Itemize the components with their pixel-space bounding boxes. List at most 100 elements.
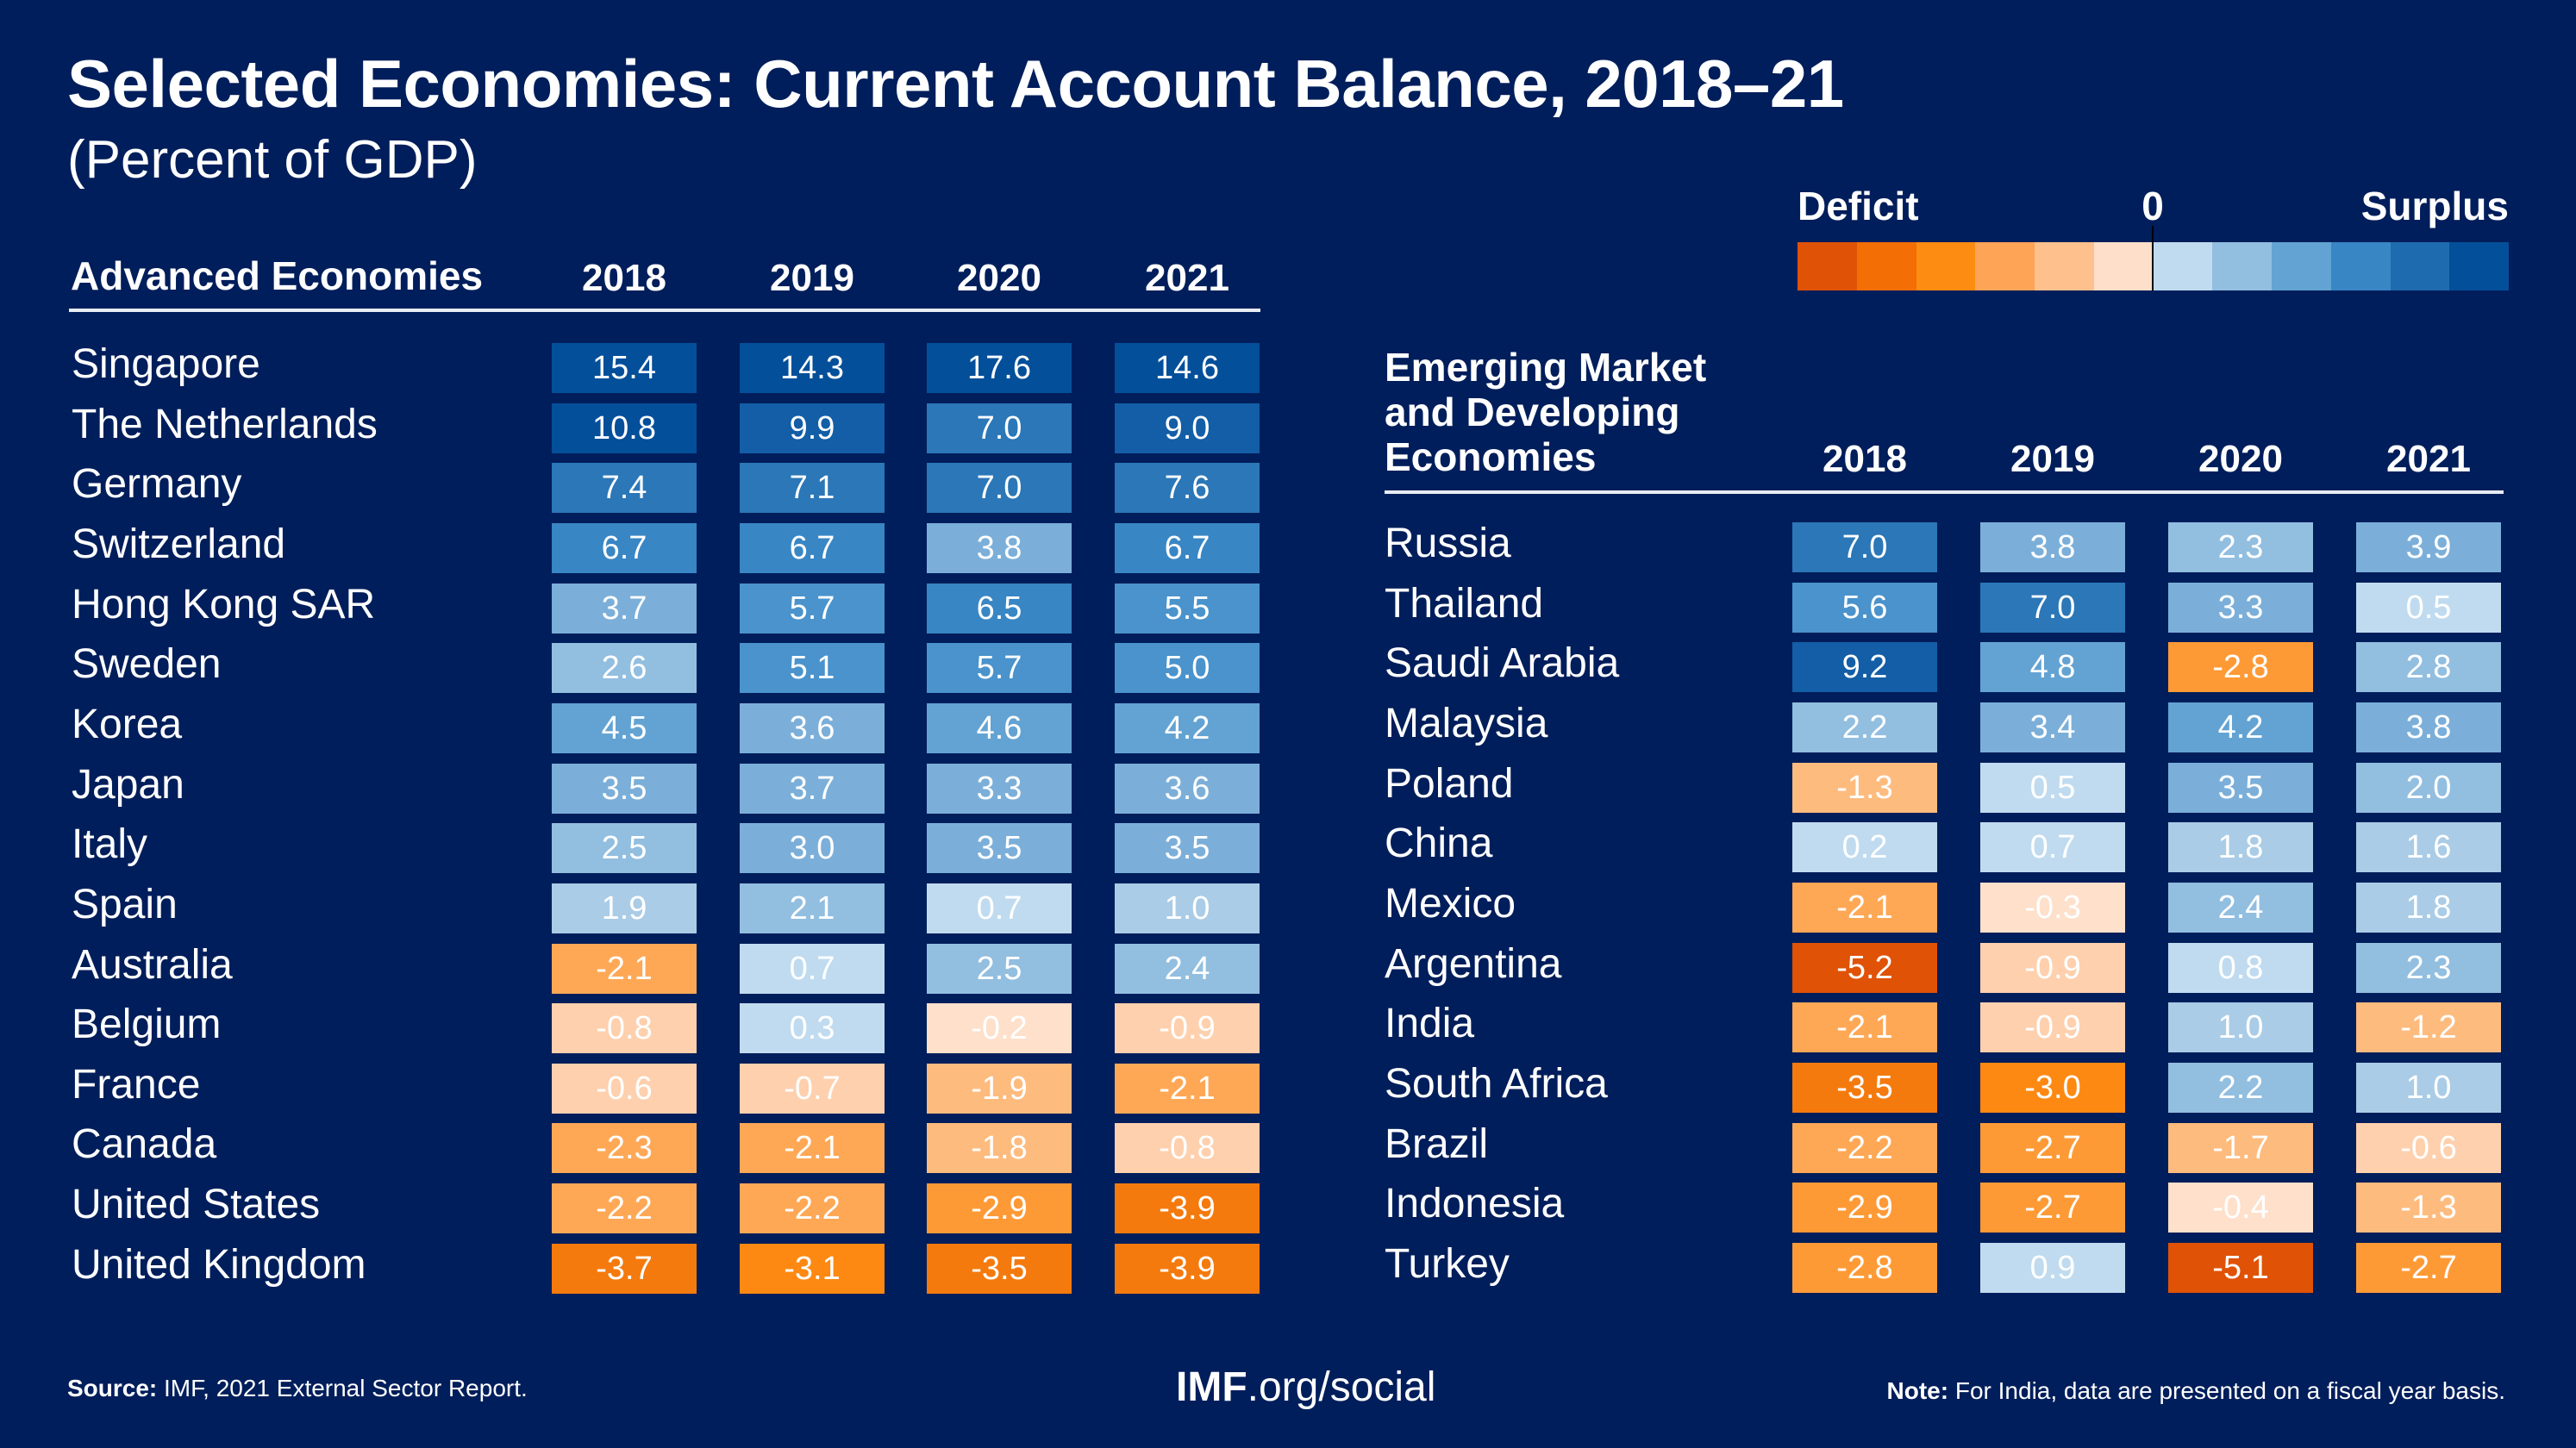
cell-south-africa-2019: -3.0 — [1980, 1062, 2125, 1113]
cell-united-kingdom-2019: -3.1 — [740, 1243, 885, 1294]
note-label: Note: — [1886, 1377, 1949, 1404]
cell-malaysia-2019: 3.4 — [1980, 702, 2125, 752]
country-label-japan: Japan — [72, 761, 184, 808]
cell-canada-2018: -2.3 — [552, 1123, 697, 1174]
advanced-economies-heading: Advanced Economies — [71, 253, 484, 298]
cell-turkey-2020: -5.1 — [2168, 1242, 2313, 1293]
cell-south-africa-2020: 2.2 — [2168, 1062, 2313, 1113]
cell-south-africa-2018: -3.5 — [1792, 1062, 1937, 1113]
cell-india-2021: -1.2 — [2356, 1002, 2501, 1053]
cell-thailand-2020: 3.3 — [2168, 582, 2313, 633]
cell-saudi-arabia-2019: 4.8 — [1980, 642, 2125, 693]
cell-poland-2021: 2.0 — [2356, 762, 2501, 813]
cell-united-kingdom-2020: -3.5 — [927, 1243, 1072, 1294]
adv-header-rule — [69, 309, 1260, 312]
cell-brazil-2019: -2.7 — [1980, 1122, 2125, 1173]
cell-turkey-2019: 0.9 — [1980, 1242, 2125, 1293]
cell-russia-2021: 3.9 — [2356, 522, 2501, 572]
cell-hong-kong-sar-2019: 5.7 — [740, 583, 885, 634]
cell-japan-2020: 3.3 — [927, 763, 1072, 814]
cell-the-netherlands-2021: 9.0 — [1115, 403, 1260, 453]
cell-belgium-2021: -0.9 — [1115, 1003, 1260, 1054]
cell-united-kingdom-2021: -3.9 — [1115, 1243, 1260, 1294]
cell-argentina-2021: 2.3 — [2356, 942, 2501, 993]
cell-south-africa-2021: 1.0 — [2356, 1062, 2501, 1113]
cell-argentina-2018: -5.2 — [1792, 942, 1937, 993]
country-label-the-netherlands: The Netherlands — [72, 401, 378, 447]
cell-spain-2021: 1.0 — [1115, 883, 1260, 933]
cell-germany-2019: 7.1 — [740, 463, 885, 514]
cell-poland-2019: 0.5 — [1980, 762, 2125, 813]
emde-heading-line-1: Emerging Market — [1385, 345, 1707, 390]
cell-russia-2020: 2.3 — [2168, 522, 2313, 572]
cell-spain-2018: 1.9 — [552, 883, 697, 933]
cell-switzerland-2020: 3.8 — [927, 522, 1072, 573]
cell-india-2019: -0.9 — [1980, 1002, 2125, 1053]
country-label-spain: Spain — [72, 881, 178, 927]
legend-swatch-9 — [2272, 242, 2331, 290]
legend-swatch-6 — [2093, 242, 2154, 290]
imf-social-link[interactable]: IMF.org/social — [1176, 1364, 1435, 1411]
cell-australia-2020: 2.5 — [927, 943, 1072, 994]
cell-poland-2018: -1.3 — [1792, 762, 1937, 813]
legend-swatch-7 — [2153, 242, 2213, 290]
cell-poland-2020: 3.5 — [2168, 762, 2313, 813]
cell-switzerland-2018: 6.7 — [552, 522, 697, 573]
cell-canada-2021: -0.8 — [1115, 1123, 1260, 1174]
cell-china-2021: 1.6 — [2356, 822, 2501, 873]
country-label-switzerland: Switzerland — [72, 521, 286, 567]
cell-russia-2018: 7.0 — [1792, 522, 1937, 572]
cell-brazil-2018: -2.2 — [1792, 1122, 1937, 1173]
adv-year-header-2019: 2019 — [770, 257, 854, 299]
country-label-hong-kong-sar: Hong Kong SAR — [72, 581, 376, 627]
cell-mexico-2020: 2.4 — [2168, 882, 2313, 933]
cell-saudi-arabia-2018: 9.2 — [1792, 642, 1937, 693]
cell-brazil-2020: -1.7 — [2168, 1122, 2313, 1173]
adv-year-header-2020: 2020 — [957, 257, 1041, 299]
cell-france-2018: -0.6 — [552, 1063, 697, 1114]
cell-italy-2018: 2.5 — [552, 823, 697, 874]
cell-singapore-2021: 14.6 — [1115, 343, 1260, 393]
cell-germany-2020: 7.0 — [927, 463, 1072, 514]
country-label-brazil: Brazil — [1385, 1120, 1489, 1167]
cell-hong-kong-sar-2021: 5.5 — [1115, 583, 1260, 634]
country-label-indonesia: Indonesia — [1385, 1181, 1565, 1227]
cell-thailand-2021: 0.5 — [2356, 582, 2501, 633]
cell-sweden-2021: 5.0 — [1115, 643, 1260, 694]
cell-canada-2019: -2.1 — [740, 1123, 885, 1174]
country-label-poland: Poland — [1385, 760, 1514, 807]
cell-switzerland-2021: 6.7 — [1115, 522, 1260, 573]
adv-year-header-2018: 2018 — [582, 257, 666, 299]
cell-india-2018: -2.1 — [1792, 1002, 1937, 1053]
country-label-italy: Italy — [72, 821, 148, 868]
legend-zero-label: 0 — [2141, 184, 2164, 228]
cell-australia-2021: 2.4 — [1115, 943, 1260, 994]
cell-malaysia-2020: 4.2 — [2168, 702, 2313, 752]
emde-year-header-2018: 2018 — [1823, 438, 1907, 480]
country-label-saudi-arabia: Saudi Arabia — [1385, 640, 1620, 687]
cell-korea-2019: 3.6 — [740, 702, 885, 753]
cell-japan-2021: 3.6 — [1115, 763, 1260, 814]
cell-switzerland-2019: 6.7 — [740, 522, 885, 573]
cell-turkey-2018: -2.8 — [1792, 1242, 1937, 1293]
footnote: Note: For India, data are presented on a… — [1887, 1377, 2505, 1405]
legend-color-bar — [1798, 242, 2509, 290]
legend-swatch-11 — [2390, 242, 2450, 290]
cell-united-states-2019: -2.2 — [740, 1183, 885, 1234]
source-text: IMF, 2021 External Sector Report. — [164, 1375, 528, 1401]
cell-sweden-2018: 2.6 — [552, 643, 697, 694]
legend-swatch-10 — [2330, 242, 2391, 290]
cell-the-netherlands-2018: 10.8 — [552, 403, 697, 453]
source-note: Source: IMF, 2021 External Sector Report… — [67, 1375, 528, 1402]
country-label-turkey: Turkey — [1385, 1240, 1510, 1287]
legend-swatch-1 — [1798, 242, 1857, 290]
legend-swatch-4 — [1975, 242, 2035, 290]
cell-italy-2020: 3.5 — [927, 823, 1072, 874]
emde-heading: Emerging Market and Developing Economies — [1385, 345, 1706, 479]
country-label-united-kingdom: United Kingdom — [72, 1241, 366, 1288]
cell-thailand-2018: 5.6 — [1792, 582, 1937, 633]
cell-mexico-2019: -0.3 — [1980, 882, 2125, 933]
country-label-canada: Canada — [72, 1121, 217, 1168]
legend-swatch-5 — [2035, 242, 2094, 290]
emde-year-header-2019: 2019 — [2010, 438, 2095, 480]
